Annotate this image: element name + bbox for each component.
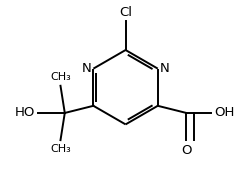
Text: Cl: Cl <box>119 6 132 19</box>
Text: N: N <box>81 62 91 75</box>
Text: N: N <box>160 62 170 75</box>
Text: OH: OH <box>214 106 235 119</box>
Text: CH₃: CH₃ <box>50 72 71 82</box>
Text: CH₃: CH₃ <box>50 144 71 154</box>
Text: O: O <box>181 144 192 157</box>
Text: HO: HO <box>14 106 35 119</box>
